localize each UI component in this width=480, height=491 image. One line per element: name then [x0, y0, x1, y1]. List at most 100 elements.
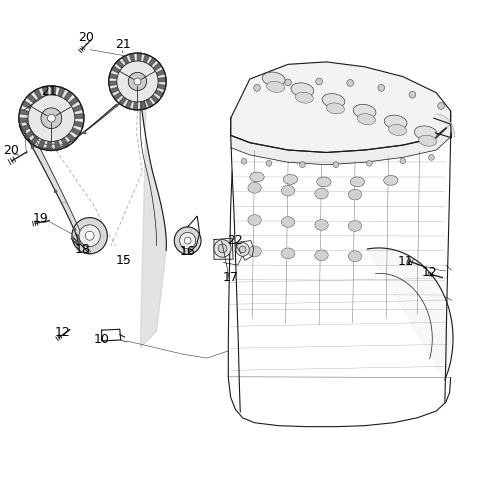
Polygon shape	[51, 118, 76, 142]
Polygon shape	[113, 82, 137, 100]
Polygon shape	[51, 118, 81, 136]
Text: 16: 16	[180, 245, 195, 258]
Text: 19: 19	[33, 212, 48, 225]
Ellipse shape	[19, 86, 84, 151]
Ellipse shape	[128, 72, 146, 90]
Polygon shape	[126, 82, 137, 109]
Circle shape	[316, 78, 323, 85]
Circle shape	[72, 218, 108, 254]
Polygon shape	[140, 96, 167, 348]
Polygon shape	[133, 82, 137, 110]
Polygon shape	[137, 78, 166, 82]
Circle shape	[429, 155, 434, 160]
Ellipse shape	[326, 103, 345, 114]
Circle shape	[174, 227, 201, 254]
Polygon shape	[51, 113, 84, 118]
Polygon shape	[47, 118, 51, 151]
Polygon shape	[137, 54, 149, 82]
Ellipse shape	[248, 215, 261, 225]
Ellipse shape	[419, 135, 437, 146]
Ellipse shape	[322, 94, 345, 108]
Polygon shape	[20, 118, 51, 132]
Ellipse shape	[295, 92, 313, 103]
Polygon shape	[137, 82, 145, 109]
Text: 15: 15	[115, 254, 131, 267]
Polygon shape	[137, 70, 165, 82]
Text: 17: 17	[223, 271, 239, 284]
Circle shape	[79, 225, 100, 246]
Polygon shape	[137, 57, 156, 82]
Ellipse shape	[117, 61, 158, 102]
Polygon shape	[137, 82, 159, 103]
Polygon shape	[22, 101, 51, 118]
Ellipse shape	[266, 82, 285, 92]
Polygon shape	[137, 53, 142, 82]
Polygon shape	[51, 118, 60, 150]
Polygon shape	[137, 82, 153, 108]
Polygon shape	[109, 82, 137, 85]
Polygon shape	[111, 66, 137, 82]
Polygon shape	[51, 105, 83, 118]
Circle shape	[184, 237, 191, 244]
Circle shape	[300, 162, 305, 167]
Ellipse shape	[358, 114, 375, 125]
Polygon shape	[19, 118, 51, 123]
Ellipse shape	[384, 175, 398, 185]
Circle shape	[347, 80, 354, 86]
Ellipse shape	[281, 217, 295, 227]
Polygon shape	[51, 118, 69, 148]
Ellipse shape	[384, 115, 407, 129]
Polygon shape	[51, 91, 72, 118]
Polygon shape	[51, 97, 79, 118]
Ellipse shape	[28, 95, 75, 141]
Ellipse shape	[41, 108, 62, 129]
Polygon shape	[137, 63, 162, 82]
Polygon shape	[51, 118, 84, 127]
Text: 21: 21	[115, 38, 131, 51]
Circle shape	[266, 160, 272, 166]
Ellipse shape	[248, 182, 261, 193]
Polygon shape	[38, 118, 51, 149]
Polygon shape	[116, 60, 137, 82]
Polygon shape	[27, 94, 51, 118]
Polygon shape	[119, 82, 137, 106]
Text: 21: 21	[41, 85, 57, 98]
Polygon shape	[30, 118, 51, 145]
Circle shape	[438, 103, 444, 109]
Polygon shape	[110, 82, 137, 93]
Circle shape	[236, 243, 249, 256]
Text: 12: 12	[421, 266, 437, 279]
Text: 20: 20	[3, 143, 19, 157]
Circle shape	[218, 244, 227, 253]
Polygon shape	[367, 248, 453, 380]
Text: 20: 20	[78, 31, 94, 44]
Circle shape	[378, 84, 384, 91]
Text: 18: 18	[74, 243, 90, 256]
Polygon shape	[231, 62, 451, 153]
Polygon shape	[137, 82, 164, 97]
Text: 11: 11	[397, 255, 413, 268]
Polygon shape	[130, 54, 137, 82]
Polygon shape	[137, 82, 166, 89]
Ellipse shape	[350, 177, 364, 187]
Circle shape	[409, 91, 416, 98]
Ellipse shape	[414, 126, 437, 140]
Ellipse shape	[281, 248, 295, 259]
Circle shape	[241, 159, 247, 164]
Circle shape	[85, 231, 94, 240]
Ellipse shape	[348, 220, 362, 231]
Polygon shape	[51, 86, 56, 118]
Polygon shape	[24, 118, 51, 139]
Ellipse shape	[315, 188, 328, 199]
Polygon shape	[231, 124, 451, 164]
Ellipse shape	[315, 219, 328, 230]
Circle shape	[253, 84, 260, 91]
Ellipse shape	[109, 53, 166, 110]
Ellipse shape	[388, 124, 407, 136]
Text: 12: 12	[55, 326, 70, 339]
Ellipse shape	[134, 78, 141, 85]
Circle shape	[333, 162, 339, 167]
Ellipse shape	[348, 251, 362, 262]
Circle shape	[180, 232, 196, 249]
Text: 22: 22	[228, 234, 243, 247]
